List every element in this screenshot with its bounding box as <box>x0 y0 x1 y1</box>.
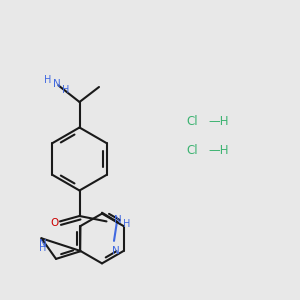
Text: H: H <box>44 75 51 85</box>
Text: —H: —H <box>208 143 229 157</box>
Text: N: N <box>114 215 122 225</box>
Text: H: H <box>39 243 46 253</box>
Text: O: O <box>50 218 59 228</box>
Text: N: N <box>112 246 120 256</box>
Text: Cl: Cl <box>186 115 198 128</box>
Text: H: H <box>62 85 70 95</box>
Text: H: H <box>123 219 130 229</box>
Text: N: N <box>53 79 61 89</box>
Text: N: N <box>39 239 47 249</box>
Text: Cl: Cl <box>186 143 198 157</box>
Text: —H: —H <box>208 115 229 128</box>
